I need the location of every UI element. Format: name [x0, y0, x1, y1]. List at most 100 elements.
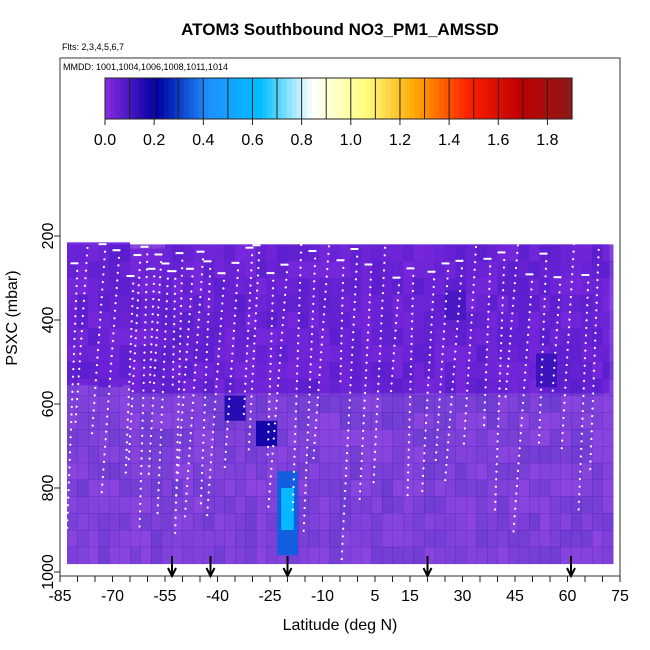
flight-dot	[176, 479, 179, 482]
flight-dot	[279, 346, 283, 349]
heatmap-cell	[581, 261, 593, 279]
heatmap-cell	[67, 362, 78, 380]
heatmap-cell	[98, 546, 110, 565]
heatmap-cell	[413, 513, 425, 531]
colorbar-segment	[109, 78, 116, 119]
heatmap-cell	[539, 412, 551, 430]
heatmap-cell	[298, 294, 309, 313]
heatmap-cell	[466, 294, 477, 313]
flight-dot	[506, 365, 510, 368]
heatmap-cell	[445, 479, 456, 497]
heatmap-cell	[119, 362, 131, 380]
flight-dot	[553, 359, 556, 362]
flight-dot	[194, 356, 198, 359]
flight-dot	[246, 344, 249, 348]
flight-dot	[394, 329, 397, 332]
flight-dot	[187, 320, 191, 323]
flight-dot	[463, 427, 466, 430]
flight-dot	[173, 322, 176, 326]
flight-dot	[141, 434, 144, 437]
flight-dot	[158, 466, 161, 469]
flight-dot	[205, 366, 208, 369]
heatmap-cell	[172, 546, 183, 565]
heatmap-cell	[550, 294, 561, 313]
heatmap-cell	[193, 530, 204, 548]
flight-dot	[142, 396, 145, 400]
heatmap-cell	[392, 244, 404, 262]
flight-dot	[162, 383, 165, 386]
flight-dot	[583, 364, 586, 367]
flight-dot	[208, 290, 211, 293]
heatmap-cell	[203, 294, 215, 313]
heatmap-cell	[350, 412, 362, 430]
flight-dot	[347, 429, 350, 432]
heatmap-cell	[172, 345, 183, 363]
heatmap-cell	[130, 412, 141, 430]
flight-dot	[299, 251, 303, 254]
flight-dot	[75, 413, 78, 416]
heatmap-cell	[67, 446, 78, 464]
flight-dot	[176, 456, 179, 459]
flight-dot	[444, 307, 447, 310]
heatmap-cell	[550, 462, 561, 481]
flight-dot	[364, 376, 367, 379]
heatmap-cell	[361, 479, 372, 497]
flight-dot	[200, 487, 203, 490]
heatmap-cell	[308, 546, 320, 565]
heatmap-cell	[245, 462, 257, 481]
flight-dot	[321, 335, 324, 339]
flight-dot	[596, 286, 599, 289]
flight-dot	[271, 287, 275, 290]
flight-dot	[493, 508, 497, 511]
flight-dot	[344, 489, 347, 493]
heatmap-cell	[235, 278, 246, 296]
flight-dot	[560, 447, 563, 450]
heatmap-cell	[434, 412, 446, 430]
flight-dot	[66, 504, 70, 507]
colorbar-segment	[345, 78, 352, 119]
flight-dot	[236, 269, 240, 272]
flight-dot	[530, 280, 534, 284]
colorbar-segment	[532, 78, 539, 119]
flight-dot	[538, 426, 541, 429]
flight-dot	[421, 482, 424, 485]
flight-dot	[313, 280, 316, 283]
flight-dot	[471, 298, 474, 302]
flight-dot	[102, 468, 105, 471]
flight-dot	[411, 289, 415, 293]
flight-dot	[310, 333, 314, 336]
flight-dot	[378, 352, 382, 355]
flight-dot	[293, 448, 296, 451]
colorbar-segment	[562, 78, 568, 119]
flight-dot	[143, 336, 147, 339]
heatmap-cell	[371, 546, 383, 565]
heatmap-cell	[277, 261, 288, 279]
heatmap-cell	[319, 496, 330, 514]
heatmap-cell	[560, 496, 572, 514]
flight-dot	[561, 431, 564, 435]
heatmap-cell	[455, 345, 467, 363]
flight-dot	[72, 368, 75, 371]
flight-dot	[513, 515, 516, 518]
flight-dot	[248, 307, 251, 310]
flight-dot	[484, 378, 487, 381]
flight-dot	[407, 471, 410, 474]
colorbar-segment	[547, 78, 553, 119]
flight-dot	[305, 469, 308, 472]
flight-dot	[528, 311, 531, 314]
heatmap-cell	[445, 429, 456, 447]
colorbar-segment	[242, 78, 249, 119]
flight-dot	[463, 434, 466, 438]
heatmap-cell	[466, 328, 477, 346]
flight-dot	[185, 484, 189, 488]
heatmap-cell	[571, 479, 582, 497]
flight-dot	[163, 353, 166, 356]
flight-dot	[327, 252, 330, 255]
flight-dot	[485, 348, 489, 351]
flight-dot	[396, 299, 399, 302]
heatmap-cell	[308, 345, 320, 363]
flight-dot	[70, 413, 73, 416]
flight-dot	[256, 274, 260, 277]
flight-dot	[252, 365, 255, 368]
heatmap-cell	[487, 395, 498, 413]
